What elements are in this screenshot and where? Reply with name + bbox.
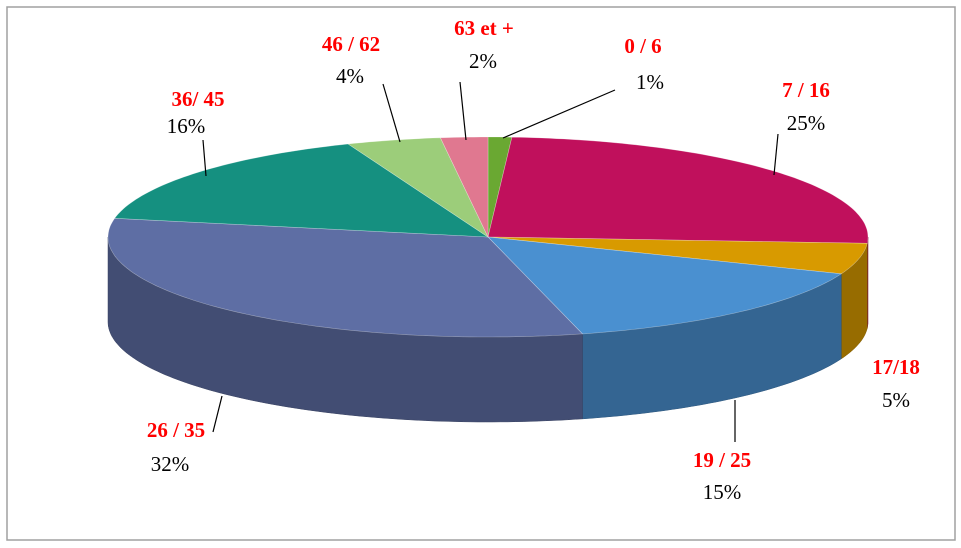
value-label: 16% (167, 114, 206, 138)
pie-slice (487, 236, 868, 275)
value-label: 1% (636, 70, 664, 94)
value-label: 25% (787, 111, 826, 135)
leader-line (773, 133, 779, 176)
pie-slice (439, 136, 489, 238)
category-label: 36/ 45 (171, 87, 224, 111)
leader-line (202, 139, 207, 177)
pie-slice (107, 217, 584, 338)
category-label: 46 / 62 (322, 32, 380, 56)
category-label: 26 / 35 (147, 418, 205, 442)
value-label: 32% (151, 452, 190, 476)
pie-slice (487, 236, 843, 335)
category-label: 63 et + (454, 16, 514, 40)
category-label: 0 / 6 (624, 34, 661, 58)
category-label: 7 / 16 (782, 78, 830, 102)
value-label: 5% (882, 388, 910, 412)
value-label: 4% (336, 64, 364, 88)
pie-slice (114, 143, 490, 238)
category-label: 17/18 (872, 355, 920, 379)
leader-line (382, 83, 401, 143)
value-label: 2% (469, 49, 497, 73)
pie-slice (347, 137, 489, 238)
leader-line (459, 81, 467, 141)
pie-slice (487, 136, 869, 244)
leader-line (502, 89, 616, 139)
category-label: 19 / 25 (693, 448, 751, 472)
leader-line (212, 395, 223, 433)
value-label: 15% (703, 480, 742, 504)
